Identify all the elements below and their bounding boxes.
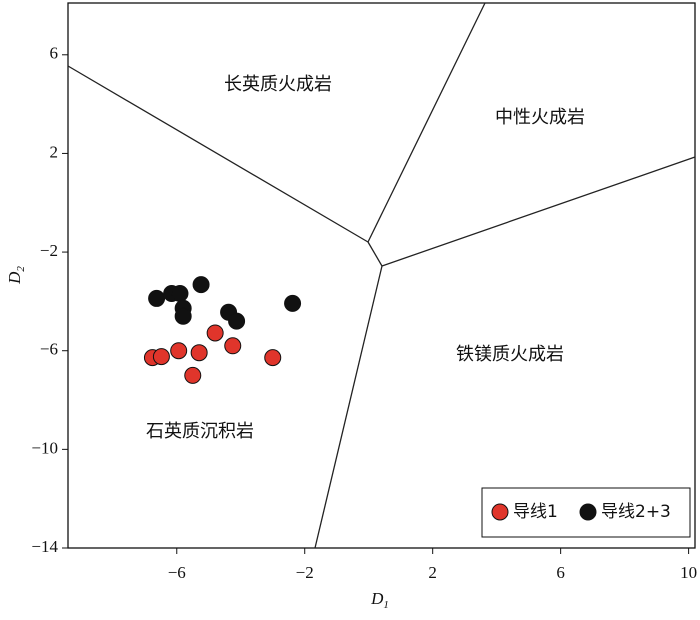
x-axis-label-sub: 1: [383, 599, 389, 611]
point: [148, 289, 166, 307]
y-tick-label: −14: [31, 537, 58, 556]
region-label: 石英质沉积岩: [146, 421, 254, 442]
x-tick-label: 10: [680, 563, 697, 582]
point: [206, 324, 224, 342]
legend-marker: [579, 503, 597, 521]
x-tick-label: −2: [296, 563, 314, 582]
legend-label: 导线2+3: [601, 502, 671, 522]
boundary-line: [367, 2, 486, 243]
boundaries: [67, 2, 696, 549]
y-axis-label-sub: 2: [15, 266, 27, 272]
y-tick-label: 2: [50, 142, 59, 161]
boundary-line: [367, 241, 383, 267]
y-tick-label: −10: [31, 438, 58, 457]
point: [192, 276, 210, 294]
legend-marker: [491, 503, 509, 521]
point: [224, 337, 242, 355]
plot-frame: [67, 2, 696, 549]
legend-label: 导线1: [513, 502, 558, 522]
point: [190, 344, 208, 362]
y-tick-label: 6: [50, 44, 59, 63]
boundary-line: [314, 265, 383, 549]
boundary-line: [381, 156, 696, 267]
boundary-line: [67, 65, 369, 243]
region-label: 长英质火成岩: [224, 74, 332, 95]
y-axis-label: D2: [5, 266, 27, 285]
region-label: 中性火成岩: [495, 107, 585, 128]
point: [228, 312, 246, 330]
point: [174, 307, 192, 325]
point: [184, 366, 202, 384]
x-axis-label: D1: [370, 589, 389, 611]
point: [284, 294, 302, 312]
point: [152, 348, 170, 366]
y-axis-label-main: D: [5, 271, 24, 285]
y-tick-label: −6: [40, 340, 58, 359]
x-tick-label: −6: [168, 563, 186, 582]
point: [264, 349, 282, 367]
point: [171, 285, 189, 303]
x-tick-label: 2: [428, 563, 437, 582]
x-tick-label: 6: [556, 563, 565, 582]
region-label: 铁镁质火成岩: [456, 344, 564, 365]
y-tick-label: −2: [40, 241, 58, 260]
point: [170, 342, 188, 360]
x-axis-label-main: D: [370, 589, 384, 608]
